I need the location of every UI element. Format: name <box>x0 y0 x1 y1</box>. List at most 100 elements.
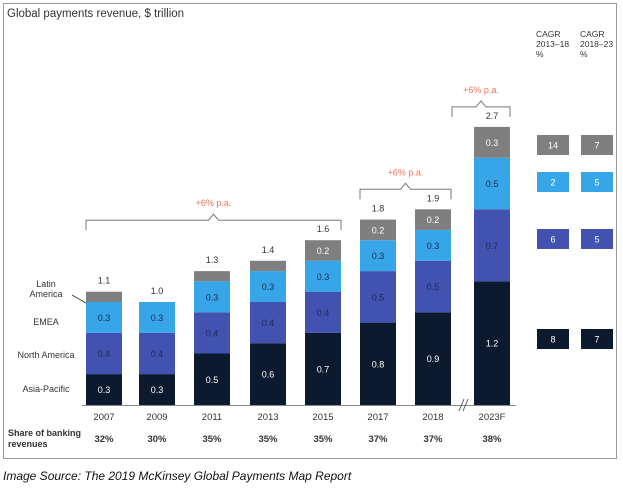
share-of-banking-value: 35% <box>313 434 333 445</box>
bar-segment-north-america-2015 <box>305 291 341 333</box>
cagr-header: CAGR 2018–23% <box>580 29 613 59</box>
x-tick-label: 2007 <box>93 412 114 423</box>
share-of-banking-label: Share of banking revenues <box>8 428 81 449</box>
bar-segment-latin-america-2007 <box>86 291 122 302</box>
axis-break-mark <box>458 398 465 412</box>
data-label: 0.3 <box>98 385 111 395</box>
bar-segment-north-america-2017 <box>360 271 396 323</box>
total-label: 1.6 <box>317 224 330 234</box>
data-label: 0.5 <box>486 179 499 189</box>
growth-annotation-label: +6% p.a. <box>196 198 232 208</box>
bar-segment-emea-2018 <box>415 229 451 261</box>
data-label: 0.7 <box>317 364 330 374</box>
cagr-value: 14 <box>548 141 558 151</box>
cagr-value: 5 <box>594 178 599 188</box>
data-label: 0.7 <box>486 241 499 251</box>
legend-label: EMEA <box>33 317 59 327</box>
bar-segment-north-america-2011 <box>194 312 230 354</box>
x-tick-label: 2015 <box>312 412 333 423</box>
bar-segment-latin-america-2015 <box>305 240 341 261</box>
bar-segment-emea-2007 <box>86 302 122 333</box>
data-label: 0.8 <box>372 359 385 369</box>
bar-segment-north-america-2023f <box>474 209 510 282</box>
cagr-cell <box>537 135 569 155</box>
total-label: 2.7 <box>486 111 499 121</box>
bar-segment-latin-america-2023f <box>474 126 510 158</box>
data-label: 0.3 <box>98 313 111 323</box>
cagr-cell <box>537 229 569 249</box>
cagr-value: 7 <box>594 335 599 345</box>
bar-segment-asia-pacific-2009 <box>139 374 175 405</box>
cagr-value: 2 <box>550 178 555 188</box>
total-label: 1.4 <box>262 245 275 255</box>
growth-annotation-label: +6% p.a. <box>463 85 499 95</box>
data-label: 0.9 <box>427 354 440 364</box>
bar-segment-emea-2017 <box>360 240 396 272</box>
bar-segment-north-america-2009 <box>139 332 175 375</box>
data-label: 0.5 <box>427 282 440 292</box>
bar-segment-emea-2015 <box>305 260 341 292</box>
cagr-cell <box>581 135 613 155</box>
data-label: 1.2 <box>486 339 499 349</box>
bar-segment-asia-pacific-2015 <box>305 332 341 405</box>
legend-label: Latin America <box>29 279 62 299</box>
x-tick-label: 2018 <box>422 412 443 423</box>
cagr-cell <box>581 229 613 249</box>
share-of-banking-value: 37% <box>368 434 388 445</box>
total-label: 1.8 <box>372 204 385 214</box>
data-label: 0.3 <box>486 138 499 148</box>
cagr-value: 5 <box>594 235 599 245</box>
bar-segment-asia-pacific-2017 <box>360 322 396 405</box>
growth-bracket <box>359 182 452 200</box>
growth-bracket <box>451 100 511 117</box>
axis-break-mark <box>462 398 469 412</box>
total-label: 1.0 <box>151 286 164 296</box>
growth-bracket <box>85 213 342 231</box>
bar-segment-latin-america-2013 <box>250 260 286 272</box>
x-tick-label: 2009 <box>146 412 167 423</box>
data-label: 0.3 <box>262 282 275 292</box>
bar-segment-latin-america-2011 <box>194 271 230 282</box>
data-label: 0.4 <box>206 328 219 338</box>
chart-frame <box>3 3 617 459</box>
data-label: 0.5 <box>206 375 219 385</box>
cagr-cell <box>537 329 569 349</box>
share-of-banking-value: 35% <box>258 434 278 445</box>
x-tick-label: 2023F <box>479 412 506 423</box>
cagr-cell <box>537 172 569 192</box>
data-label: 0.5 <box>372 292 385 302</box>
bar-segment-asia-pacific-2007 <box>86 374 122 405</box>
bar-segment-emea-2009 <box>139 302 175 333</box>
cagr-header: CAGR 2013–18% <box>536 29 569 59</box>
cagr-value: 7 <box>594 141 599 151</box>
bar-segment-latin-america-2017 <box>360 219 396 241</box>
growth-annotation-label: +6% p.a. <box>388 167 424 177</box>
legend-label: Asia-Pacific <box>22 384 70 394</box>
data-label: 0.3 <box>372 251 385 261</box>
data-label: 0.2 <box>372 225 385 235</box>
data-label: 0.6 <box>262 370 275 380</box>
chart-title: Global payments revenue, $ trillion <box>7 8 184 20</box>
x-tick-label: 2011 <box>202 412 222 423</box>
bar-segment-latin-america-2018 <box>415 209 451 230</box>
cagr-value: 8 <box>550 335 555 345</box>
x-tick-label: 2013 <box>257 412 278 423</box>
data-label: 0.3 <box>206 292 219 302</box>
total-label: 1.3 <box>206 255 219 265</box>
cagr-cell <box>581 172 613 192</box>
x-tick-label: 2017 <box>367 412 388 423</box>
cagr-value: 6 <box>550 235 555 245</box>
bar-segment-asia-pacific-2018 <box>415 312 451 405</box>
data-label: 0.2 <box>317 246 330 256</box>
bar-segment-emea-2013 <box>250 271 286 302</box>
legend-leader-line <box>71 294 87 304</box>
bar-segment-north-america-2013 <box>250 302 286 344</box>
bar-segment-asia-pacific-2023f <box>474 281 510 405</box>
data-label: 0.2 <box>427 215 440 225</box>
share-of-banking-value: 38% <box>482 434 502 445</box>
share-of-banking-value: 37% <box>423 434 443 445</box>
bar-segment-asia-pacific-2011 <box>194 353 230 405</box>
data-label: 0.4 <box>151 349 164 359</box>
data-label: 0.3 <box>151 313 164 323</box>
